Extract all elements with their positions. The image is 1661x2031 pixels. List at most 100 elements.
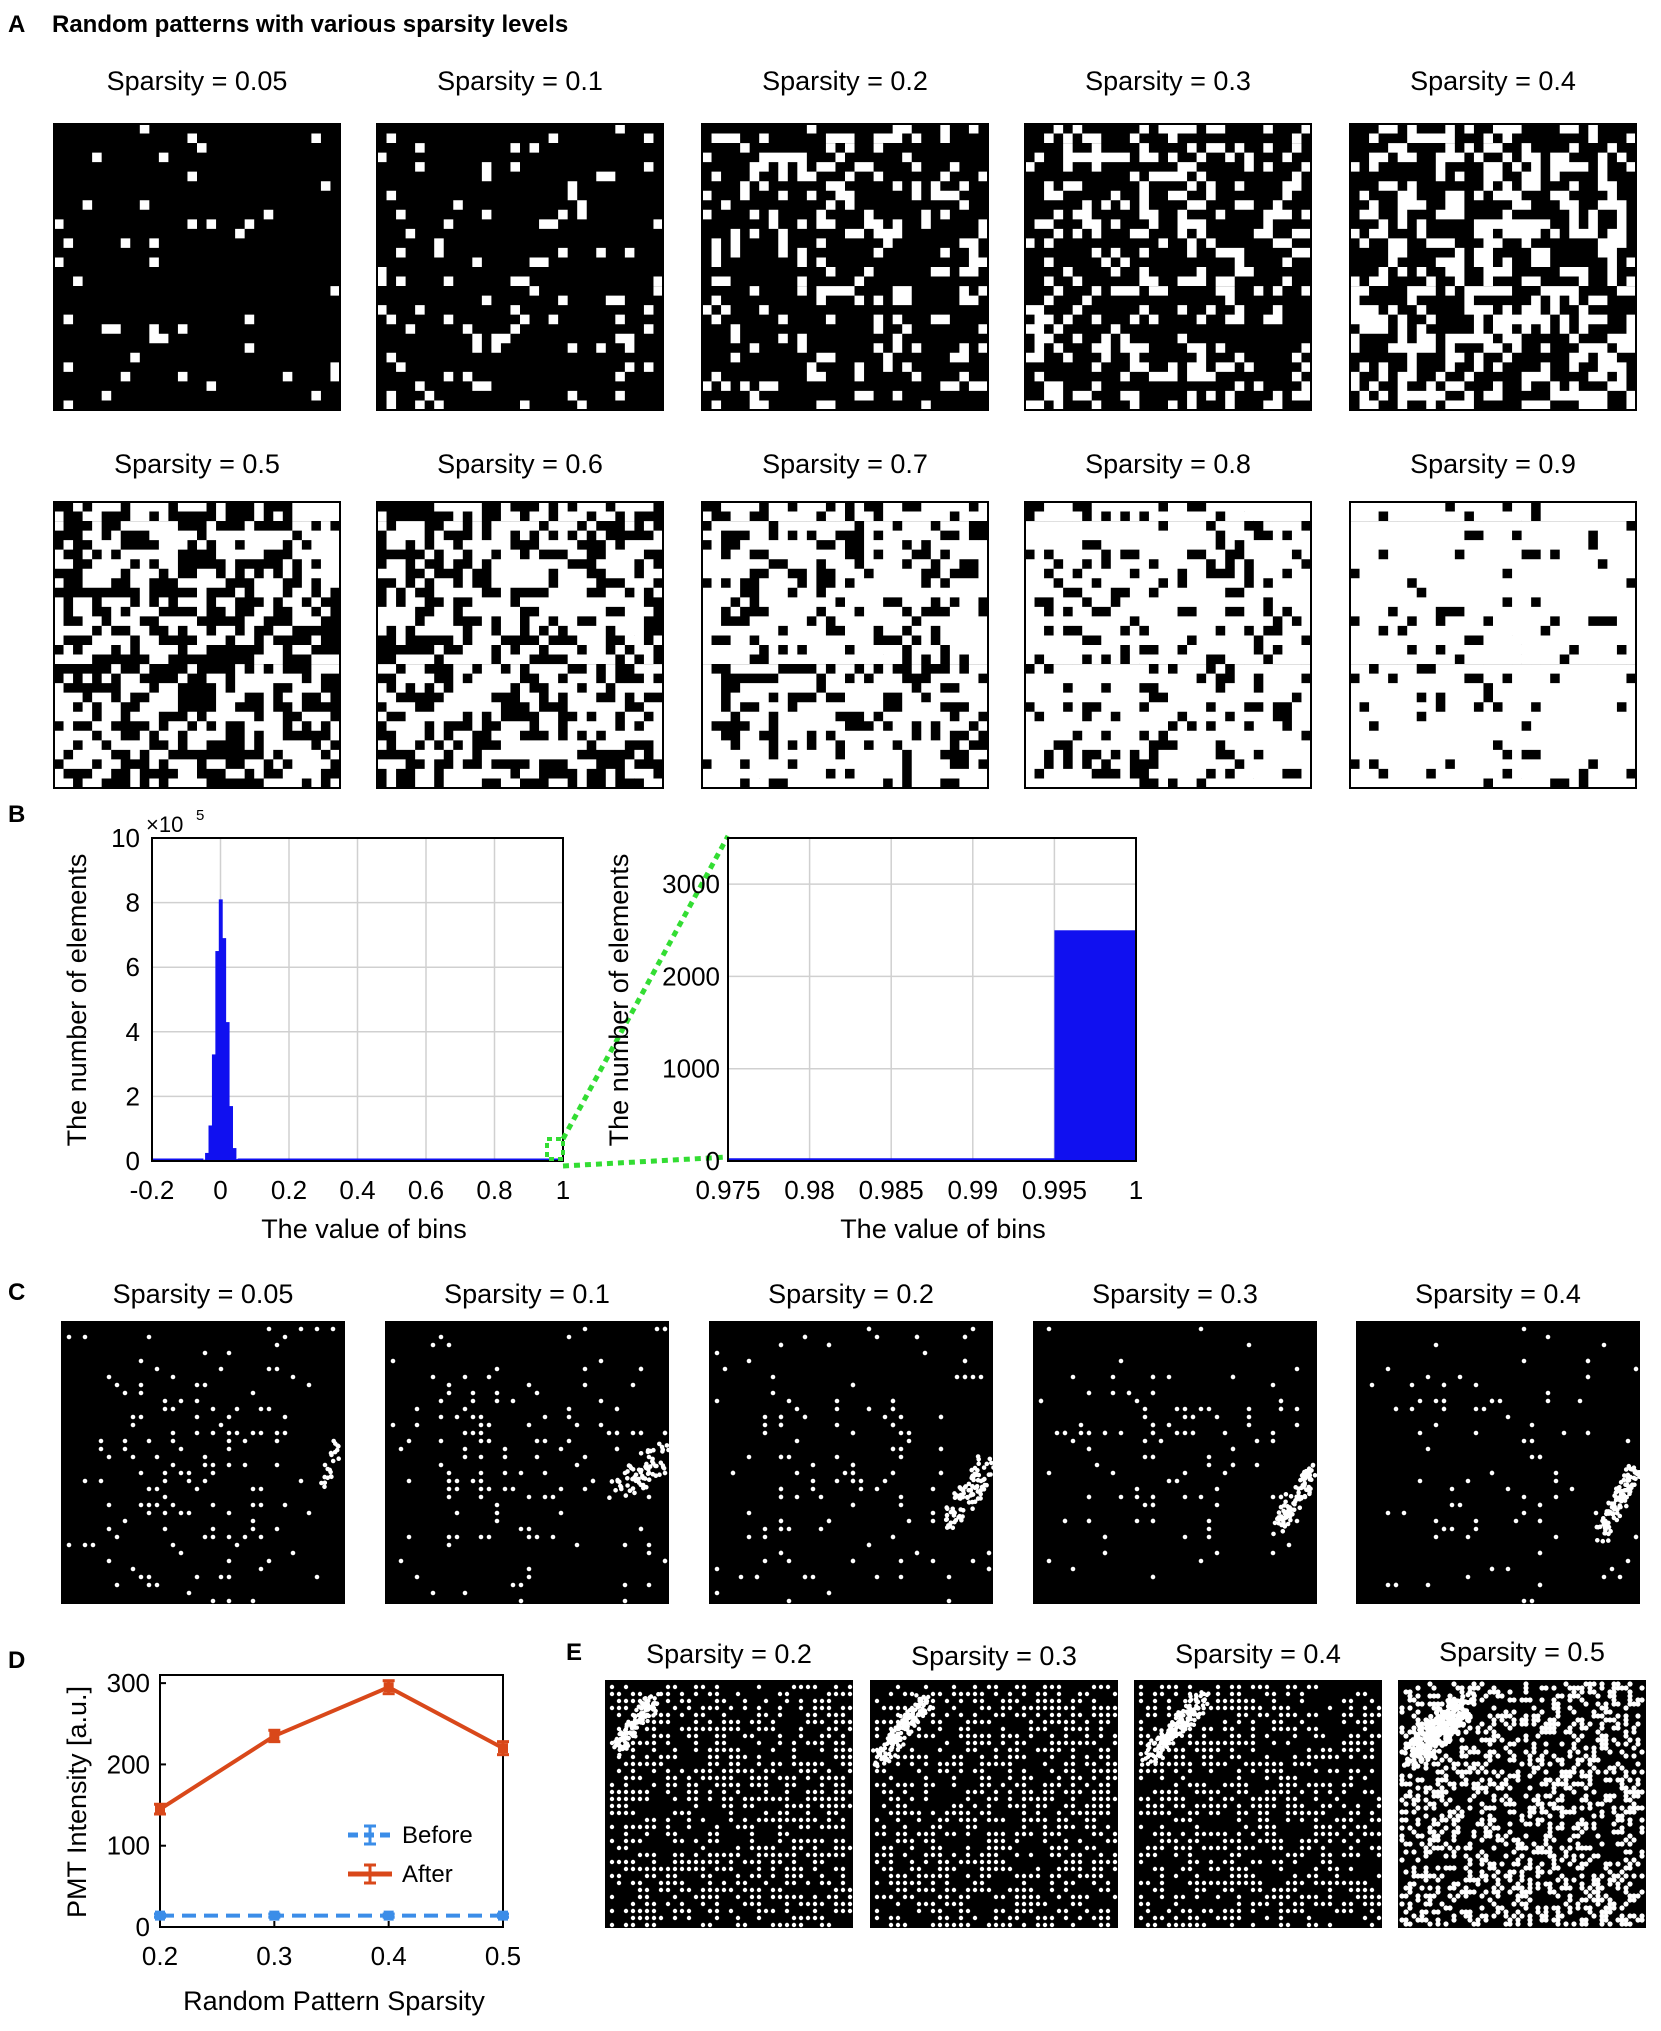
data-point xyxy=(498,1743,508,1754)
panel-e-letter: E xyxy=(566,1639,582,1666)
error-bar xyxy=(268,1728,281,1744)
pattern-title: Sparsity = 0.3 xyxy=(1085,66,1251,96)
x-tick-label: 0.4 xyxy=(339,1175,375,1205)
x-tick-label: 1 xyxy=(556,1175,570,1205)
histogram-right-ylabel: The number of elements xyxy=(604,854,634,1147)
plot-d-series xyxy=(154,1679,509,1921)
random-pattern xyxy=(1024,123,1312,411)
y-tick-label: 0 xyxy=(706,1146,720,1176)
plot-d-legend: Before After xyxy=(348,1822,473,1888)
panel-c: C Sparsity = 0.05 Sparsity = 0.1 Sparsity … xyxy=(8,1279,1643,1604)
panel-b-letter: B xyxy=(8,801,25,828)
histogram-left-xlabel: The value of bins xyxy=(261,1214,467,1244)
x-tick-label: 0.99 xyxy=(947,1175,998,1205)
pattern-title: Sparsity = 0.7 xyxy=(762,449,928,479)
x-tick-label: 0.2 xyxy=(271,1175,307,1205)
pattern-title: Sparsity = 0.8 xyxy=(1085,449,1251,479)
panel-c-letter: C xyxy=(8,1279,25,1306)
data-point xyxy=(498,1910,508,1921)
reconstructed-image xyxy=(1356,1321,1643,1604)
random-pattern xyxy=(376,501,664,789)
image-title: Sparsity = 0.2 xyxy=(646,1639,812,1669)
reconstructed-image xyxy=(870,1680,1118,1928)
random-pattern xyxy=(53,501,341,789)
pattern-title: Sparsity = 0.2 xyxy=(762,66,928,96)
legend-after-label: After xyxy=(402,1861,453,1888)
plot-d-xlabel: Random Pattern Sparsity xyxy=(183,1986,485,2016)
data-point xyxy=(269,1910,280,1921)
y-tick-label: 6 xyxy=(126,952,140,982)
x-tick-label: 0.5 xyxy=(485,1941,521,1971)
histogram-bar xyxy=(232,1148,237,1161)
image-title: Sparsity = 0.3 xyxy=(1092,1279,1258,1309)
x-tick-label: 0.8 xyxy=(476,1175,512,1205)
reconstructed-image xyxy=(605,1680,853,1928)
histogram-right-frame xyxy=(727,837,1137,1162)
histogram-right-bars xyxy=(728,930,1136,1161)
histogram-left-yticks: 0 2 4 6 8 10 xyxy=(111,823,140,1176)
x-tick-label: 0.975 xyxy=(695,1175,760,1205)
pattern-title: Sparsity = 0.4 xyxy=(1410,66,1576,96)
random-pattern xyxy=(1349,501,1637,789)
x-tick-label: 0.985 xyxy=(859,1175,924,1205)
histogram-left-xticks: -0.2 0 0.2 0.4 0.6 0.8 1 xyxy=(130,1175,571,1205)
zoom-connector-top xyxy=(560,834,731,1141)
histogram-left-exponent-power: 5 xyxy=(196,807,204,824)
error-bar xyxy=(268,1910,281,1921)
reconstructed-image xyxy=(1134,1680,1382,1928)
panel-a-letter: A xyxy=(8,11,25,38)
histogram-left-ylabel: The number of elements xyxy=(62,854,92,1147)
histogram-bar xyxy=(208,1125,213,1161)
error-bar xyxy=(497,1910,509,1921)
series-line-after xyxy=(158,1684,504,1811)
panel-e: E Sparsity = 0.2 Sparsity = 0.3 Sparsity =… xyxy=(566,1637,1646,1928)
histogram-right-xlabel: The value of bins xyxy=(840,1214,1046,1244)
histogram-left-exponent-base: ×10 xyxy=(146,812,183,837)
y-tick-label: 2 xyxy=(126,1081,140,1111)
y-tick-label: 3000 xyxy=(662,869,720,899)
panel-a: A Random patterns with various sparsity … xyxy=(8,11,1637,789)
y-tick-label: 0 xyxy=(136,1912,150,1942)
random-pattern xyxy=(1024,501,1312,789)
error-bar xyxy=(497,1740,509,1757)
histogram-left-frame xyxy=(151,837,564,1162)
histogram-bar xyxy=(205,1152,210,1161)
x-tick-label: 0.98 xyxy=(784,1175,835,1205)
y-tick-label: 0 xyxy=(126,1146,140,1176)
x-tick-label: 0.4 xyxy=(371,1941,407,1971)
y-tick-label: 4 xyxy=(126,1017,140,1047)
x-tick-label: 0.3 xyxy=(256,1941,292,1971)
histogram-left-bars xyxy=(152,899,563,1161)
y-tick-label: 1000 xyxy=(662,1054,720,1084)
image-grid-e: Sparsity = 0.2 Sparsity = 0.3 Sparsity = 0… xyxy=(605,1637,1646,1928)
pattern-title: Sparsity = 0.05 xyxy=(107,66,288,96)
panel-a-heading: Random patterns with various sparsity le… xyxy=(52,11,568,38)
x-tick-label: 1 xyxy=(1129,1175,1143,1205)
histogram-bar xyxy=(1054,930,1136,1161)
pattern-grid-a: Sparsity = 0.05 Sparsity = 0.1 Sparsity = … xyxy=(53,66,1637,789)
x-tick-label: 0.2 xyxy=(142,1941,178,1971)
pattern-title: Sparsity = 0.6 xyxy=(437,449,603,479)
zoom-connector-bottom xyxy=(562,1154,729,1169)
image-title: Sparsity = 0.4 xyxy=(1175,1639,1341,1669)
y-tick-label: 2000 xyxy=(662,961,720,991)
data-point xyxy=(155,1804,165,1815)
zoom-region-box xyxy=(545,1137,565,1161)
image-title: Sparsity = 0.3 xyxy=(911,1641,1077,1671)
histogram-bar xyxy=(225,1022,230,1161)
pattern-title: Sparsity = 0.5 xyxy=(114,449,280,479)
error-bar xyxy=(154,1910,166,1921)
reconstructed-image xyxy=(385,1321,671,1604)
image-title: Sparsity = 0.1 xyxy=(444,1279,610,1309)
y-tick-label: 200 xyxy=(107,1749,150,1779)
y-tick-label: 100 xyxy=(107,1831,150,1861)
random-pattern xyxy=(376,123,664,411)
plot-d-ylabel: PMT Intensity [a.u.] xyxy=(62,1686,92,1918)
error-bar xyxy=(382,1679,395,1696)
image-title: Sparsity = 0.2 xyxy=(768,1279,934,1309)
reconstructed-image xyxy=(709,1321,996,1604)
image-title: Sparsity = 0.5 xyxy=(1439,1637,1605,1667)
